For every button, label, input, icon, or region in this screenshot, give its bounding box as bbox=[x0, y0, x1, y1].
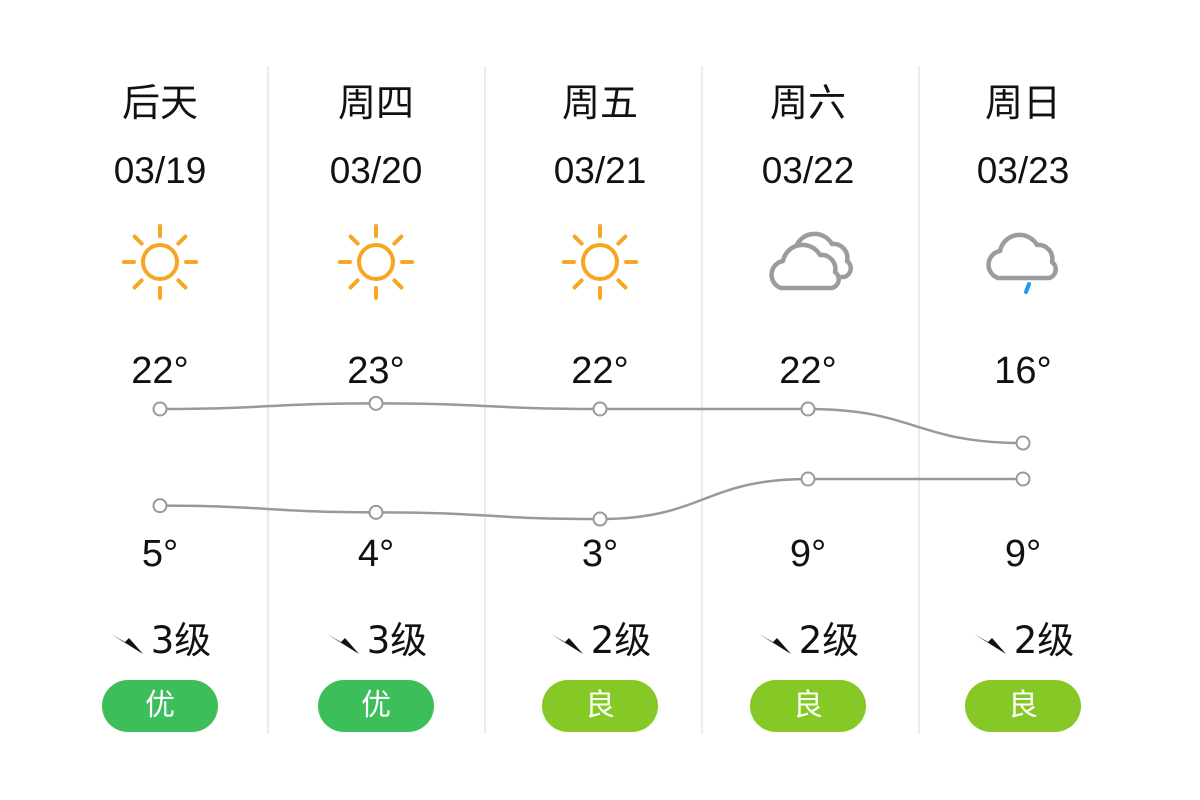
high-temp: 23° bbox=[347, 350, 405, 392]
high-temp: 22° bbox=[779, 350, 837, 392]
high-temp-point bbox=[1015, 435, 1031, 451]
day-label: 周日 bbox=[984, 81, 1061, 125]
date-label: 03/23 bbox=[976, 150, 1070, 191]
aqi-badge: 优 bbox=[102, 680, 218, 732]
wind-level-text: 2级 bbox=[1013, 619, 1075, 662]
high-temp-point bbox=[592, 401, 608, 417]
low-temp-line bbox=[159, 477, 1023, 521]
low-temp-point bbox=[800, 471, 816, 487]
high-temp-point bbox=[152, 401, 168, 417]
column-divider bbox=[918, 66, 920, 734]
cloudy-icon bbox=[763, 222, 853, 302]
wind-level: 2级 bbox=[500, 610, 700, 664]
wind-level-text: 3级 bbox=[366, 619, 428, 662]
wind-level: 2级 bbox=[708, 610, 908, 664]
column-divider bbox=[701, 66, 703, 734]
low-temp: 9° bbox=[789, 533, 827, 575]
low-temp-point bbox=[592, 511, 608, 527]
wind-level-text: 3级 bbox=[150, 619, 212, 662]
wind-direction-icon bbox=[973, 633, 1006, 654]
low-temp-point bbox=[152, 498, 168, 514]
wind-level-text: 2级 bbox=[590, 619, 652, 662]
date-label: 03/21 bbox=[553, 150, 647, 191]
high-temp-point bbox=[800, 401, 816, 417]
high-temp: 22° bbox=[131, 350, 189, 392]
high-temp-point bbox=[368, 395, 384, 411]
aqi-badge: 良 bbox=[965, 680, 1081, 732]
sun-icon bbox=[115, 222, 205, 302]
wind-level: 3级 bbox=[60, 610, 260, 664]
high-temp: 22° bbox=[571, 350, 629, 392]
wind-direction-icon bbox=[758, 633, 791, 654]
aqi-badge: 良 bbox=[750, 680, 866, 732]
high-temp-line bbox=[159, 402, 1024, 445]
low-temp: 5° bbox=[141, 533, 179, 575]
wind-direction-icon bbox=[550, 633, 583, 654]
low-temp-point bbox=[368, 504, 384, 520]
sun-icon bbox=[331, 222, 421, 302]
low-temp-point bbox=[1015, 471, 1031, 487]
date-label: 03/22 bbox=[761, 150, 855, 191]
low-temp: 3° bbox=[581, 533, 619, 575]
aqi-badge: 优 bbox=[318, 680, 434, 732]
wind-level-text: 2级 bbox=[798, 619, 860, 662]
sun-icon bbox=[555, 222, 645, 302]
day-label: 周六 bbox=[769, 81, 846, 125]
date-label: 03/20 bbox=[329, 150, 423, 191]
wind-direction-icon bbox=[326, 633, 359, 654]
low-temp: 9° bbox=[1004, 533, 1042, 575]
low-temp: 4° bbox=[357, 533, 395, 575]
column-divider bbox=[267, 66, 269, 734]
day-label: 周四 bbox=[337, 81, 414, 125]
column-divider bbox=[484, 66, 486, 734]
wind-direction-icon bbox=[110, 633, 143, 654]
rain-icon bbox=[978, 222, 1068, 302]
day-label: 周五 bbox=[561, 81, 638, 125]
wind-level: 2级 bbox=[923, 610, 1123, 664]
high-temp: 16° bbox=[994, 350, 1052, 392]
date-label: 03/19 bbox=[113, 150, 207, 191]
day-label: 后天 bbox=[121, 81, 198, 125]
aqi-badge: 良 bbox=[542, 680, 658, 732]
wind-level: 3级 bbox=[276, 610, 476, 664]
